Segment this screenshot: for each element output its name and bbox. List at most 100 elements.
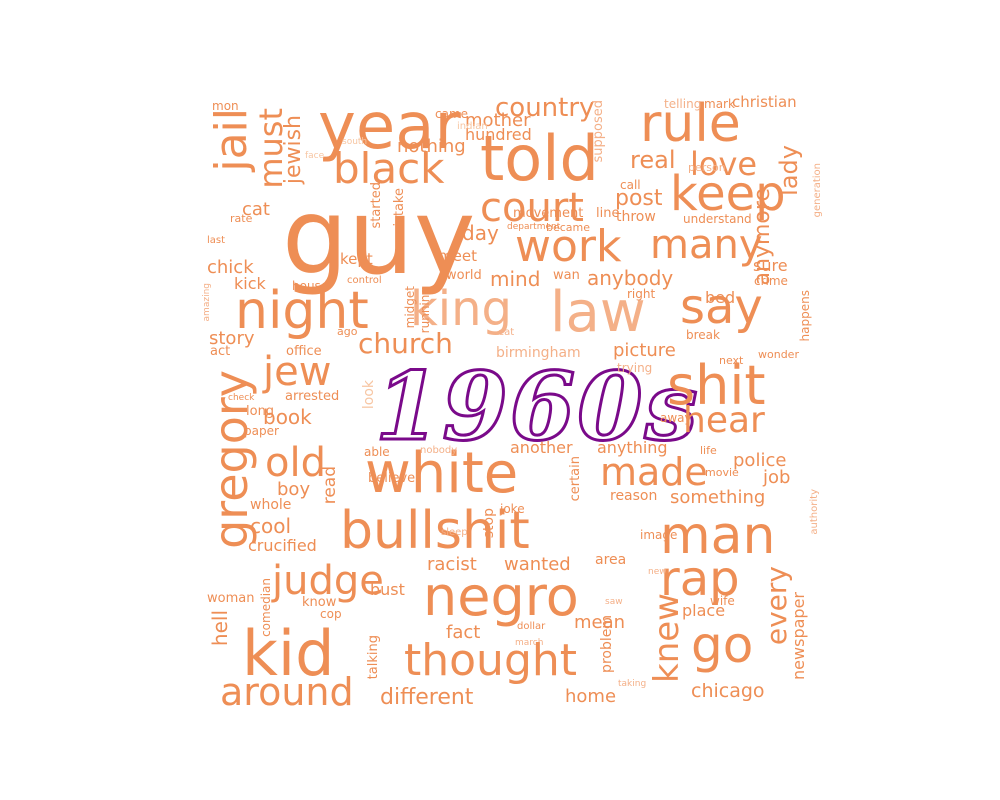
word-chick: chick [207,257,254,278]
word-look: look [361,380,377,410]
word-white: white [365,441,519,506]
word-every: every [760,566,793,646]
word-work: work [515,221,622,272]
word-told: told [480,122,599,195]
word-right: right [627,287,656,301]
word-whole: whole [250,497,292,513]
word-anybody: anybody [587,266,674,290]
word-boy: boy [277,479,311,500]
word-talking: talking [366,635,381,680]
word-read: read [320,466,340,505]
word-person: person [688,161,726,174]
word-eat: eat [498,327,515,338]
word-love: love [690,145,758,183]
word-next: next [719,354,744,367]
word-rate: rate [230,212,253,225]
word-movie: movie [705,466,739,479]
word-life: life [700,444,717,457]
word-jew: jew [263,349,332,395]
word-real: real [630,146,676,174]
word-ago: ago [337,325,358,338]
word-movement: movement [513,206,584,221]
word-picture: picture [613,340,676,361]
word-bullshit: bullshit [340,501,530,561]
word-image: image [640,528,678,542]
word-able: able [364,445,390,459]
word-hell: hell [208,610,232,647]
word-thought: thought [404,635,578,686]
word-cool: cool [250,514,292,538]
word-started: started [369,182,384,229]
word-line: line [596,206,620,221]
word-shit: shit [667,354,766,417]
word-go: go [691,616,754,674]
word-jewish: jewish [281,115,306,185]
word-world: world [446,268,482,283]
word-mistake: mistake [392,188,407,240]
word-dollar: dollar [517,621,546,632]
word-cat: cat [242,199,270,220]
word-mark: mark [704,97,735,111]
word-reason: reason [610,488,658,504]
word-long: long [246,404,275,419]
word-arrested: arrested [285,389,340,404]
word-year: year [318,90,461,164]
word-keep: keep [670,166,786,222]
word-became: became [546,221,591,234]
word-rap: rap [660,551,740,607]
word-south: south [342,137,368,147]
word-march: march [515,638,544,648]
word-house: house [292,279,329,293]
word-check: check [228,393,255,403]
word-many: many [650,222,763,268]
word-office: office [286,344,322,359]
word-area: area [595,552,627,568]
word-chicago: chicago [691,680,765,702]
word-black: black [333,144,445,193]
word-country: country [495,93,595,123]
word-bust: bust [370,580,405,599]
word-saw: saw [605,597,623,607]
word-church: church [358,327,453,360]
word-police: police [733,450,787,471]
word-meet: meet [438,247,477,265]
word-place: place [682,601,726,620]
word-break: break [686,328,720,342]
word-new: new [648,567,667,577]
word-court: court [480,185,584,231]
word-authority: authority [809,489,820,535]
word-negro: negro [423,565,579,628]
word-birmingham: birmingham [496,345,581,361]
word-knew: knew [647,593,687,683]
word-wonder: wonder [758,348,799,361]
word-nothing: nothing [397,136,466,157]
word-wife: wife [710,594,735,608]
word-day: day [462,221,499,245]
word-last: last [207,235,226,246]
word-joke: joke [500,502,525,516]
word-around: around [220,670,354,714]
word-guy: guy [282,176,476,298]
word-wanted: wanted [504,554,571,575]
word-say: say [680,279,763,335]
word-something: something [670,487,766,508]
word-supposed: supposed [591,100,606,163]
word-stop: stop [481,508,497,539]
word-story: story [209,328,255,349]
word-law: law [550,280,646,345]
word-crucified: crucified [248,536,317,555]
word-kept: kept [340,250,373,268]
word-mon: mon [212,99,239,113]
word-home: home [565,686,617,707]
word-control: control [347,275,382,286]
word-kid: kid [242,617,335,690]
word-book: book [263,405,312,429]
word-wan: wan [553,268,580,283]
word-sure: sure [753,256,788,275]
word-rule: rule [640,94,741,154]
word-made: made [600,450,708,494]
word-believe: believe [368,471,416,486]
word-job: job [763,467,791,488]
hero-word: 1960s [374,352,700,462]
word-mean: mean [574,612,626,633]
